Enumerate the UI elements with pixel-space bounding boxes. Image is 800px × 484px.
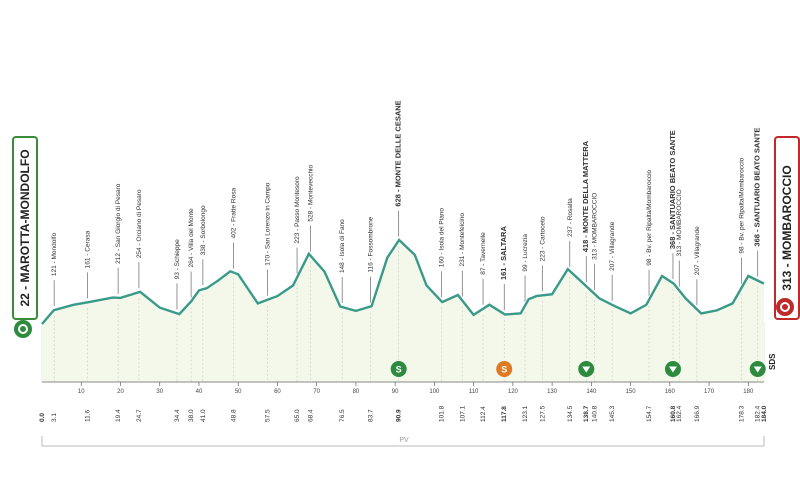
- place-label: 170 - San Lorenzo in Campo: [265, 182, 272, 265]
- axis-tick-label: 20: [117, 389, 124, 395]
- place-label: 87 - Tavernelle: [480, 232, 487, 275]
- distance-label: 90.9: [396, 409, 403, 422]
- start-town-label: 22 - MAROTTA-MONDOLFO: [18, 149, 32, 307]
- axis-tick-label: 140: [586, 389, 597, 395]
- place-label: 160 - Isola del Piano: [438, 208, 445, 268]
- distance-label: 34.4: [174, 409, 181, 422]
- distance-label: 145.3: [609, 405, 616, 422]
- elevation-profile-line: [41, 238, 765, 325]
- axis-tick-label: 150: [626, 389, 637, 395]
- distance-label: 68.4: [307, 409, 314, 422]
- place-label: 161 - Cerasa: [85, 230, 92, 268]
- place-label: 212 - San Giorgio di Pesaro: [115, 183, 122, 264]
- axis-tick-label: 110: [469, 389, 479, 395]
- axis-tick-label: 60: [274, 389, 281, 395]
- place-label: 313 - MOMBAROCCIO: [676, 189, 683, 256]
- axis-tick-label: 100: [429, 389, 440, 395]
- climb-sprint-icon: [390, 361, 407, 377]
- place-label: 98 - Bv. per Ripalta/Mombaroccio: [739, 157, 746, 253]
- axis-tick-label: 30: [156, 389, 163, 395]
- footer-bracket: [41, 436, 765, 447]
- distance-label: 38.0: [188, 409, 195, 422]
- place-label: 223 - Passo Montesoro: [294, 176, 301, 244]
- distance-label: 127.5: [539, 405, 546, 422]
- distance-label: 184.0: [761, 405, 768, 422]
- place-label: 628 - MONTE DELLE CESANE: [394, 100, 403, 206]
- place-label: 402 - Fratte Rosa: [230, 188, 237, 239]
- place-label: 207 - Villagrande: [694, 226, 701, 275]
- axis-tick-label: 50: [235, 389, 242, 395]
- distance-label: 76.5: [339, 409, 346, 422]
- distance-label: 123.1: [522, 405, 529, 422]
- footer-label: PV: [399, 437, 409, 444]
- place-label: 368 - SANTUARIO BEATO SANTE: [668, 130, 677, 249]
- axis-tick-label: 170: [704, 389, 715, 395]
- distance-label: 138.7: [583, 405, 590, 422]
- place-label: 121 - Mondolfo: [51, 232, 58, 276]
- place-label: 223 - Cartoceto: [539, 216, 546, 261]
- distance-label: 83.7: [367, 409, 374, 422]
- distance-label: 65.0: [294, 409, 301, 422]
- place-label: 207 - Villagrande: [609, 221, 616, 270]
- start-flag-icon: [14, 320, 32, 338]
- place-label: 368 - SANTUARIO BEATO SANTE: [753, 128, 762, 247]
- distance-label: 178.3: [739, 405, 746, 422]
- axis-tick-label: 10: [78, 389, 85, 395]
- place-label: 528 - Montevecchio: [307, 164, 314, 221]
- place-label: 338 - Sorbolongo: [200, 205, 207, 255]
- axis-tick-label: 70: [313, 389, 320, 395]
- finish-town-label: 313 - MOMBAROCCIO: [780, 165, 794, 291]
- axis-tick-label: 130: [547, 389, 558, 395]
- place-label: 231 - Montefelcino: [459, 213, 466, 267]
- intermediate-sprint-icon: [496, 361, 513, 377]
- climb-arrow-icon: [668, 366, 677, 373]
- distance-label: 112.4: [480, 406, 487, 422]
- distance-label: 0.0: [39, 413, 46, 422]
- place-label: 99 - Lucrezia: [522, 234, 529, 272]
- distance-label: 107.1: [459, 405, 466, 422]
- sds-label: SDS: [768, 353, 777, 370]
- place-label: 418 - MONTE DELLA MATTERA: [581, 140, 590, 252]
- start-town-box: 22 - MAROTTA-MONDOLFO: [12, 136, 38, 320]
- place-label: 161 - SALTARA: [499, 226, 508, 280]
- place-label: 98 - Bv. per Ripalta/Mombaroccio: [646, 169, 653, 265]
- distance-label: 134.5: [567, 405, 574, 422]
- climb-arrow-icon: [753, 366, 762, 373]
- distance-label: 57.5: [265, 409, 272, 422]
- distance-label: 117.8: [501, 406, 508, 422]
- sprint-label: S: [501, 365, 507, 375]
- finish-flag-icon: [776, 298, 794, 316]
- axis-tick-label: 120: [508, 389, 519, 395]
- distance-label: 162.4: [676, 405, 683, 422]
- distance-label: 11.6: [85, 409, 92, 422]
- distance-label: 19.4: [115, 409, 122, 422]
- distance-label: 182.4: [755, 405, 762, 422]
- distance-label: 154.7: [646, 405, 653, 422]
- axis-tick-label: 80: [353, 389, 360, 395]
- place-label: 116 - Fossombrone: [367, 216, 374, 272]
- sprint-label: S: [396, 365, 402, 375]
- distance-label: 24.7: [136, 409, 143, 422]
- distance-label: 101.8: [438, 405, 445, 422]
- axis-tick-label: 160: [665, 389, 676, 395]
- distance-label: 160.8: [670, 405, 677, 422]
- distance-label: 41.0: [200, 409, 207, 422]
- climb-arrow-icon: [582, 366, 591, 373]
- axis-tick-label: 180: [743, 389, 754, 395]
- place-label: 93 - Schieppe: [174, 239, 181, 279]
- distance-label: 166.9: [694, 405, 701, 422]
- distance-label: 48.8: [230, 409, 237, 422]
- place-label: 264 - Villa del Monte: [188, 208, 195, 268]
- place-label: 148 - Isola di Fano: [339, 219, 346, 273]
- place-label: 313 - MOMBAROCCIO: [591, 193, 598, 260]
- elevation-profile-area: [42, 240, 764, 382]
- place-label: 254 - Orciano di Pesaro: [136, 189, 143, 258]
- axis-tick-label: 90: [392, 389, 399, 395]
- distance-label: 3.1: [51, 413, 58, 422]
- finish-town-box: 313 - MOMBAROCCIO: [774, 136, 800, 320]
- place-label: 237 - Rosalta: [567, 198, 574, 237]
- axis-tick-label: 40: [196, 389, 203, 395]
- distance-label: 140.8: [591, 405, 598, 422]
